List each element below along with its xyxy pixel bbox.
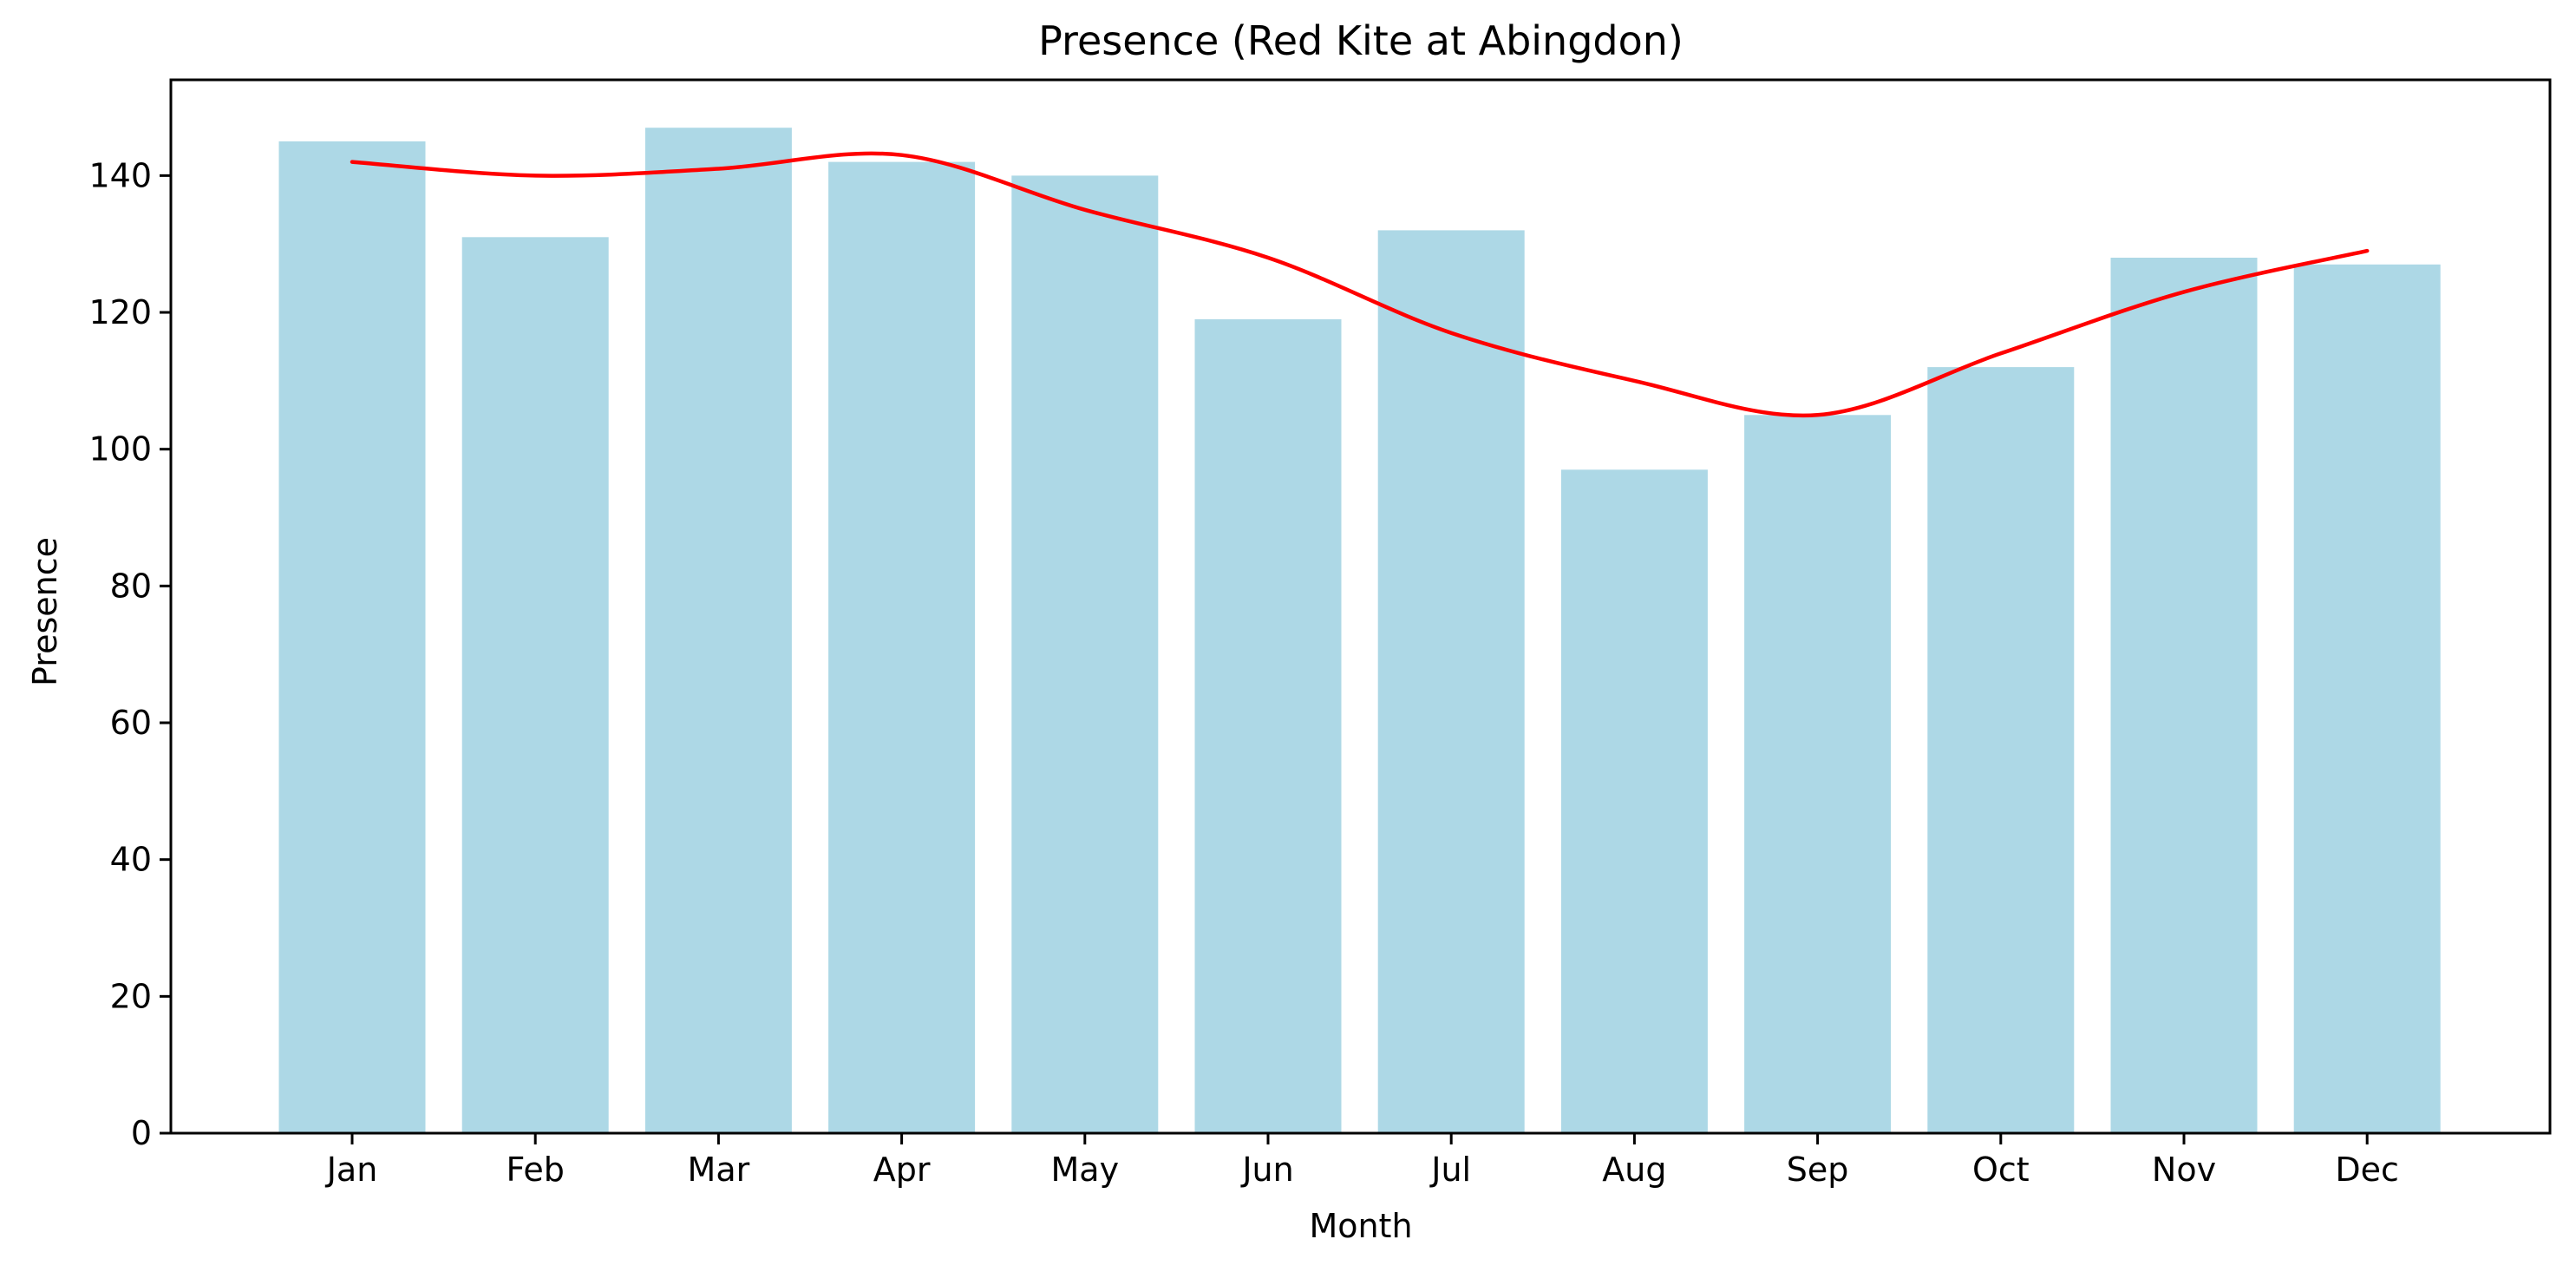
x-tick-label: Jul (1429, 1151, 1471, 1189)
bar-may (1011, 175, 1159, 1133)
x-tick-label: Jun (1240, 1151, 1293, 1189)
x-tick-label: Nov (2152, 1151, 2216, 1189)
bar-sep (1744, 415, 1892, 1133)
x-tick-label: Sep (1787, 1151, 1849, 1189)
bar-nov (2110, 258, 2258, 1133)
bar-aug (1560, 469, 1708, 1133)
trend-line (350, 151, 2370, 418)
y-axis: 0 20 40 60 80 100 120 140 (88, 156, 171, 1152)
x-tick-label: Aug (1602, 1151, 1666, 1189)
x-tick-label: Apr (873, 1151, 931, 1189)
y-tick-label: 40 (110, 841, 152, 879)
y-tick-label: 60 (110, 704, 152, 742)
y-axis-label: Presence (26, 537, 64, 686)
chart-title: Presence (Red Kite at Abingdon) (1038, 17, 1684, 64)
bar-series (278, 128, 2441, 1134)
plot-frame (169, 78, 2552, 1135)
x-tick-label: Mar (688, 1151, 750, 1189)
y-tick-label: 80 (110, 567, 152, 605)
bar-apr (828, 161, 976, 1134)
x-axis: Jan Feb Mar Apr May Jun Jul Aug Sep Oct Nov Dec (325, 1133, 2399, 1189)
y-tick-label: 120 (88, 293, 152, 331)
y-tick-label: 0 (131, 1114, 152, 1152)
bar-jun (1194, 318, 1342, 1133)
bar-feb (461, 237, 609, 1133)
x-tick-label: Jan (325, 1151, 378, 1189)
x-tick-label: Feb (507, 1151, 565, 1189)
bar-mar (644, 128, 792, 1134)
x-tick-label: Oct (1972, 1151, 2030, 1189)
y-tick-label: 20 (110, 977, 152, 1015)
bar-dec (2293, 264, 2441, 1133)
bar-jan (278, 141, 426, 1133)
x-axis-label: Month (1309, 1207, 1412, 1245)
x-tick-label: Dec (2335, 1151, 2399, 1189)
line-series (350, 151, 2370, 418)
x-tick-label: May (1051, 1151, 1120, 1189)
y-tick-label: 100 (88, 430, 152, 469)
bar-oct (1927, 367, 2075, 1134)
y-tick-label: 140 (88, 156, 152, 194)
bar-jul (1377, 230, 1525, 1133)
